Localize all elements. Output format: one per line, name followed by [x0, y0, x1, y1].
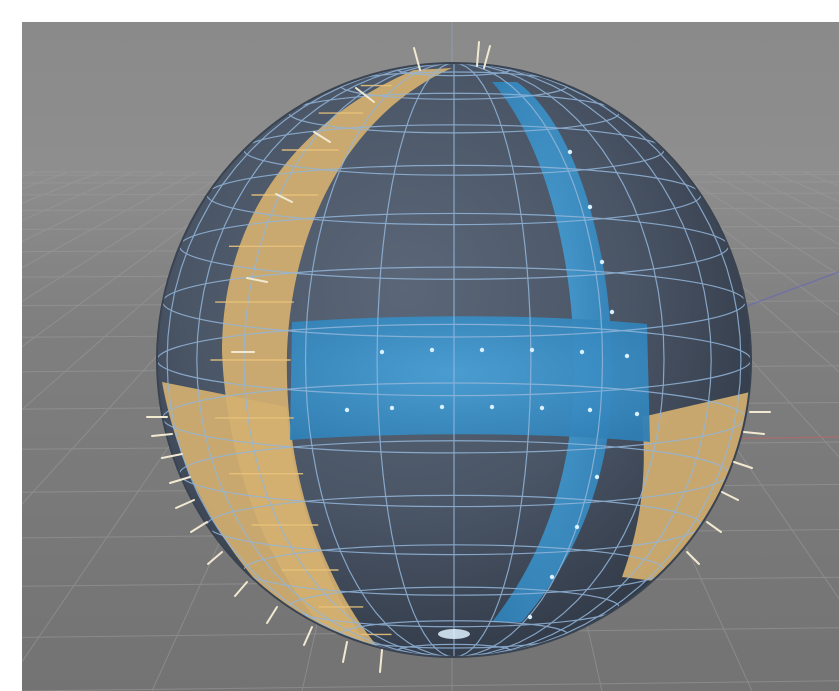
face-normals [146, 41, 771, 673]
wire-meridian [304, 63, 455, 657]
face-dot [594, 474, 600, 480]
wire-meridian [196, 63, 455, 657]
face-dot [549, 574, 555, 580]
pole-highlight [438, 629, 470, 639]
grid-line-v [22, 171, 261, 348]
face-normal [686, 551, 700, 565]
face-dot [574, 524, 580, 530]
orange-edge-highlights [210, 84, 392, 636]
face-normal [151, 433, 173, 437]
face-normal [275, 193, 293, 203]
face-normal [303, 626, 313, 646]
face-dot [489, 404, 495, 410]
sphere-object[interactable] [146, 41, 771, 673]
face-normal [175, 499, 195, 509]
viewport-scene[interactable] [22, 22, 839, 691]
face-normal [483, 45, 491, 69]
3d-viewport[interactable] [22, 22, 839, 691]
face-normal [413, 47, 421, 71]
face-normal [246, 277, 268, 283]
face-dot [439, 404, 445, 410]
face-dot [527, 614, 533, 620]
face-normal [313, 131, 331, 143]
selected-face-dots [344, 149, 640, 620]
face-dot [587, 204, 593, 210]
grid-line-v [771, 171, 839, 203]
face-normal [207, 551, 223, 565]
face-normal [342, 641, 348, 663]
wire-meridian [453, 63, 665, 657]
face-normal [169, 476, 191, 484]
face-normal [266, 606, 278, 624]
selected-faces-blue-horizontal[interactable] [290, 316, 650, 442]
face-dot [379, 349, 385, 355]
face-dot [529, 347, 535, 353]
face-dot [344, 407, 350, 413]
face-normal [234, 581, 248, 597]
face-dot [539, 405, 545, 411]
grid-line-v [739, 171, 839, 221]
face-dot [624, 353, 630, 359]
grid-line-v [22, 171, 197, 269]
face-dot [579, 349, 585, 355]
face-dot [609, 309, 615, 315]
sphere-outline [156, 62, 752, 658]
grid-line-v [22, 171, 165, 242]
wire-meridian [376, 63, 455, 657]
grid-line-v [22, 171, 69, 190]
face-dot [634, 411, 640, 417]
grid-line-v [22, 171, 229, 303]
face-normal [379, 649, 383, 673]
grid-line-v [675, 171, 839, 276]
grid-line-v [22, 171, 37, 178]
face-dot [599, 259, 605, 265]
wire-meridian [453, 63, 742, 657]
face-normal [721, 491, 739, 501]
face-normal [733, 461, 753, 469]
selected-faces-orange-lower-left[interactable] [162, 382, 372, 652]
face-dot [429, 347, 435, 353]
face-dot [389, 405, 395, 411]
face-normal [190, 521, 208, 533]
face-dot [587, 407, 593, 413]
face-normal [476, 41, 480, 67]
face-dot [479, 347, 485, 353]
grid-line-h [22, 680, 839, 691]
wire-meridian [453, 63, 532, 657]
face-normal [706, 521, 722, 533]
face-normal [743, 431, 765, 435]
grid-line-v [643, 171, 839, 316]
wire-meridian [453, 63, 712, 657]
face-dot [567, 149, 573, 155]
grid-line-v [803, 171, 839, 187]
face-normal [161, 453, 183, 459]
face-normal [355, 87, 375, 103]
wire-meridian [166, 63, 455, 657]
grid-line-v [22, 171, 133, 221]
